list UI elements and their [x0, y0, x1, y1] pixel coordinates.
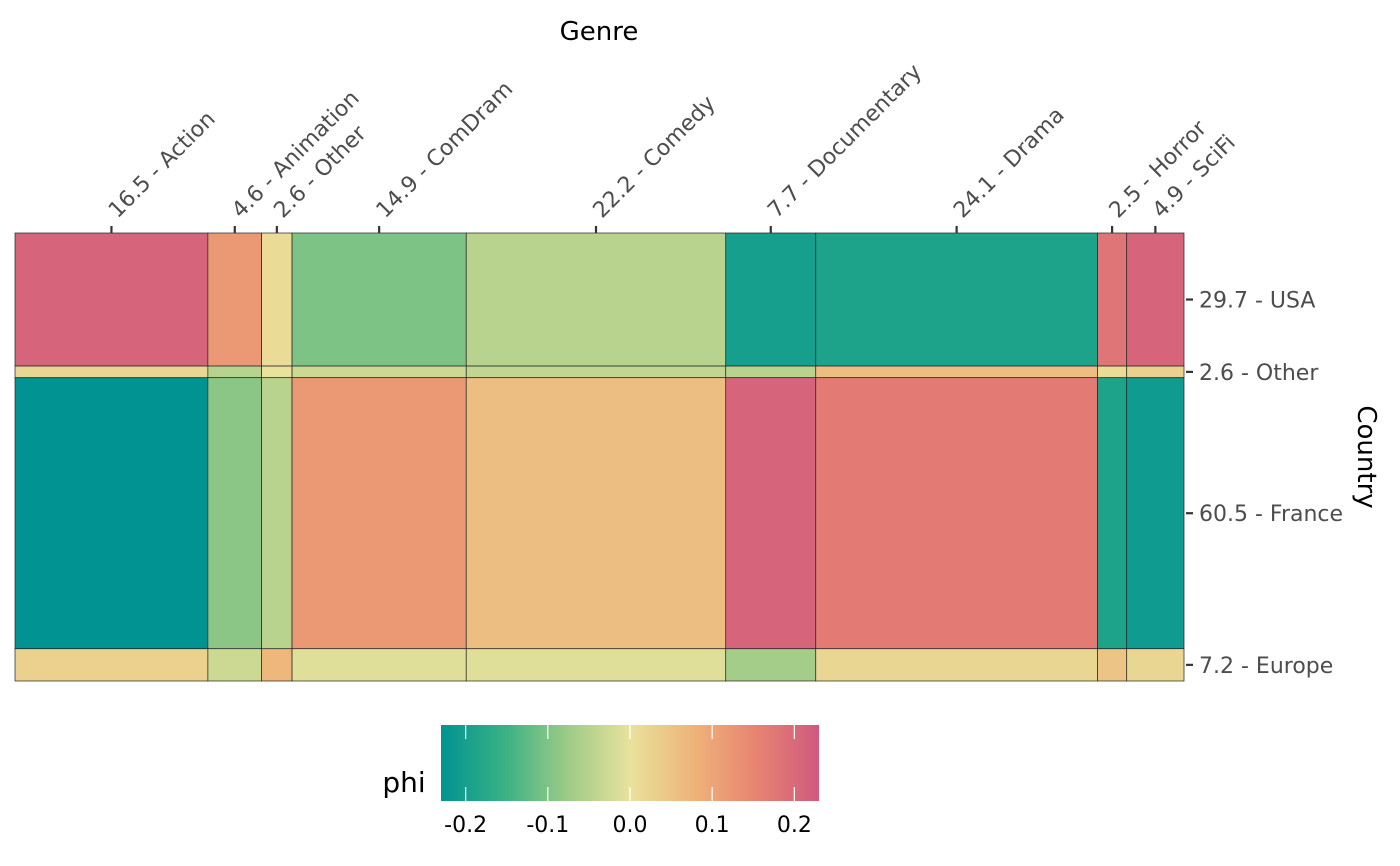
tile-r3-c7: [1097, 648, 1128, 682]
row-tick-label: 2.6 - Other: [1199, 361, 1319, 386]
tile-r3-c8: [1126, 648, 1185, 682]
tile-r0-c0: [14, 232, 209, 367]
tile-r0-c7: [1097, 232, 1128, 367]
tile-r1-c2: [261, 365, 293, 379]
tile-r0-c6: [815, 232, 1098, 367]
tile-r3-c4: [465, 648, 727, 682]
tile-r0-c5: [725, 232, 817, 367]
tile-r0-c3: [291, 232, 467, 367]
tile-grid: [14, 232, 1185, 682]
column-tick-label: 24.1 - Drama: [949, 103, 1069, 223]
tile-r1-c4: [465, 365, 727, 379]
column-tick-label: 16.5 - Action: [104, 107, 221, 224]
tile-r1-c7: [1097, 365, 1128, 379]
tile-r2-c1: [207, 377, 263, 650]
row-tick-label: 60.5 - France: [1199, 502, 1343, 527]
tile-r3-c1: [207, 648, 263, 682]
tile-r2-c0: [14, 377, 209, 650]
tile-r2-c5: [725, 377, 817, 650]
tile-r0-c1: [207, 232, 263, 367]
tile-r2-c4: [465, 377, 727, 650]
legend-tick-label: 0.0: [613, 813, 648, 838]
tile-r1-c8: [1126, 365, 1185, 379]
x-axis-title: Genre: [560, 17, 639, 47]
legend-tick-label: 0.1: [695, 813, 730, 838]
row-tick-label: 7.2 - Europe: [1199, 654, 1333, 679]
legend-tick-label: -0.2: [444, 813, 487, 838]
tile-r1-c1: [207, 365, 263, 379]
tile-r3-c0: [14, 648, 209, 682]
row-ticks: 29.7 - USA 2.6 - Other 60.5 - France 7.2 - …: [1186, 289, 1343, 679]
tile-r2-c6: [815, 377, 1098, 650]
tile-r1-c5: [725, 365, 817, 379]
legend-tick-label: 0.2: [777, 813, 812, 838]
tile-r1-c3: [291, 365, 467, 379]
tile-r1-c0: [14, 365, 209, 379]
row-tick-label: 29.7 - USA: [1199, 289, 1315, 314]
legend-tick-label: -0.1: [526, 813, 569, 838]
tile-r2-c3: [291, 377, 467, 650]
column-tick-label: 7.7 - Documentary: [763, 60, 927, 224]
phi-legend: phi -0.2 -0.1 0.0 0.1 0.2: [382, 725, 819, 838]
tile-r2-c8: [1126, 377, 1185, 650]
tile-r0-c4: [465, 232, 727, 367]
tile-r0-c2: [261, 232, 293, 367]
tile-r1-c6: [815, 365, 1098, 379]
tile-r2-c7: [1097, 377, 1128, 650]
tile-r0-c8: [1126, 232, 1185, 367]
tile-r3-c3: [291, 648, 467, 682]
legend-ticks: -0.2 -0.1 0.0 0.1 0.2: [444, 725, 812, 838]
tile-r3-c2: [261, 648, 293, 682]
tile-r2-c2: [261, 377, 293, 650]
y-axis-title: Country: [1351, 405, 1381, 508]
column-tick-label: 14.9 - ComDram: [372, 77, 518, 223]
tile-r3-c6: [815, 648, 1098, 682]
tile-r3-c5: [725, 648, 817, 682]
legend-title: phi: [382, 766, 425, 799]
column-tick-label: 22.2 - Comedy: [589, 91, 721, 223]
